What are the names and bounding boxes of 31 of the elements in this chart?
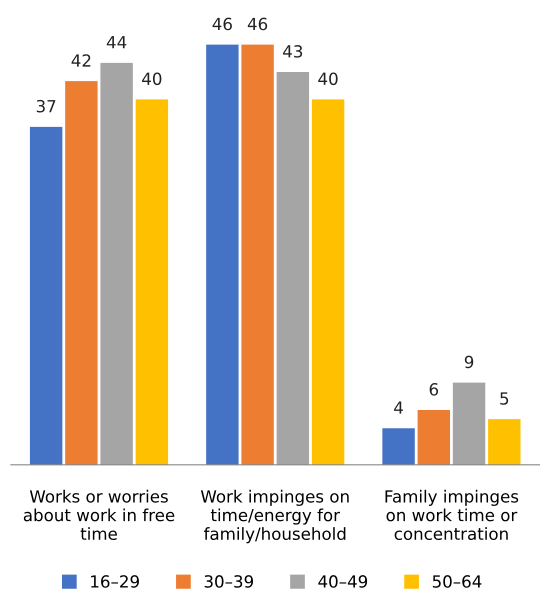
data-label: 46 [248, 18, 268, 30]
legend-label: 30–39 [204, 575, 253, 588]
bar [241, 44, 274, 465]
data-label: 9 [464, 356, 474, 368]
data-label: 6 [430, 383, 438, 396]
data-label: 42 [72, 54, 90, 67]
legend-label: 16–29 [91, 575, 139, 588]
bar [276, 72, 310, 465]
bar [30, 126, 62, 465]
data-label: 46 [212, 18, 232, 30]
data-label: 4 [394, 402, 403, 414]
bar [100, 62, 133, 465]
bar [382, 428, 415, 465]
data-label: 44 [106, 36, 126, 48]
legend-label: 40–49 [318, 575, 368, 588]
data-label: 40 [142, 72, 162, 86]
bar [452, 382, 486, 465]
data-label: 40 [318, 72, 338, 86]
data-label: 43 [283, 45, 302, 58]
bar [488, 419, 521, 465]
data-label: 37 [36, 100, 56, 112]
x-tick-label: Works or worries about work in free time [24, 490, 174, 540]
data-label: 5 [500, 392, 508, 405]
bar [65, 81, 98, 465]
x-tick-label: Work impinges on time/energy for family/household [200, 490, 349, 544]
bar [206, 44, 239, 465]
bar [312, 99, 344, 465]
x-tick-label: Family impinges on work time or concentration [386, 490, 518, 540]
bar [136, 99, 168, 465]
legend-label: 50–64 [432, 575, 482, 588]
bar [418, 410, 450, 465]
